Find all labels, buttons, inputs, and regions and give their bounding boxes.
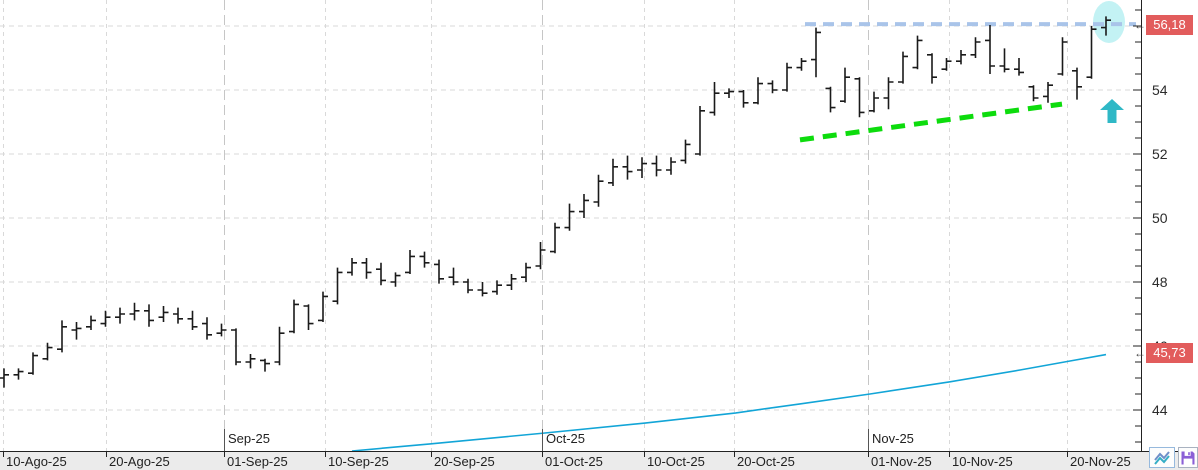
left-arrow-icon: ← — [1134, 346, 1146, 360]
x-axis-label: 20-Nov-25 — [1070, 454, 1131, 469]
y-axis-label: 44 — [1152, 402, 1168, 418]
x-axis-label: 01-Nov-25 — [871, 454, 932, 469]
zigzag-lines-icon — [1154, 450, 1170, 465]
indicator-value-tag: ← 45,73 — [1134, 343, 1193, 363]
y-axis-label: 50 — [1152, 210, 1168, 226]
indicator-compare-button[interactable] — [1149, 447, 1175, 468]
last-price-tag: ← 56,18 — [1134, 15, 1193, 35]
y-axis-label: 48 — [1152, 274, 1168, 290]
x-axis-strip — [0, 452, 1198, 470]
x-axis-label: 20-Sep-25 — [434, 454, 495, 469]
month-label: Sep-25 — [228, 431, 270, 446]
save-button[interactable] — [1178, 447, 1198, 468]
x-axis-label: 10-Oct-25 — [647, 454, 705, 469]
y-axis-label: 54 — [1152, 82, 1168, 98]
x-axis-label: 20-Ago-25 — [109, 454, 170, 469]
month-label: Nov-25 — [872, 431, 914, 446]
x-axis-label: 20-Oct-25 — [737, 454, 795, 469]
ohlc-bars[interactable] — [0, 16, 1111, 388]
indicator-value: 45,73 — [1153, 345, 1186, 360]
y-axis-label: 52 — [1152, 146, 1168, 162]
last-price-value: 56,18 — [1153, 17, 1186, 32]
x-axis-label: 10-Ago-25 — [6, 454, 67, 469]
month-label: Oct-25 — [546, 431, 585, 446]
x-axis-label: 10-Nov-25 — [952, 454, 1013, 469]
buy-signal-arrow-icon — [1100, 99, 1124, 123]
x-axis-label: 10-Sep-25 — [328, 454, 389, 469]
support-trendline — [799, 101, 1063, 143]
x-axis-label: 01-Oct-25 — [545, 454, 603, 469]
x-axis-label: 01-Sep-25 — [227, 454, 288, 469]
left-arrow-icon: ← — [1134, 18, 1146, 32]
save-floppy-icon — [1181, 451, 1195, 464]
indicator-line — [351, 353, 1107, 452]
highlight-ellipse — [1093, 1, 1125, 43]
